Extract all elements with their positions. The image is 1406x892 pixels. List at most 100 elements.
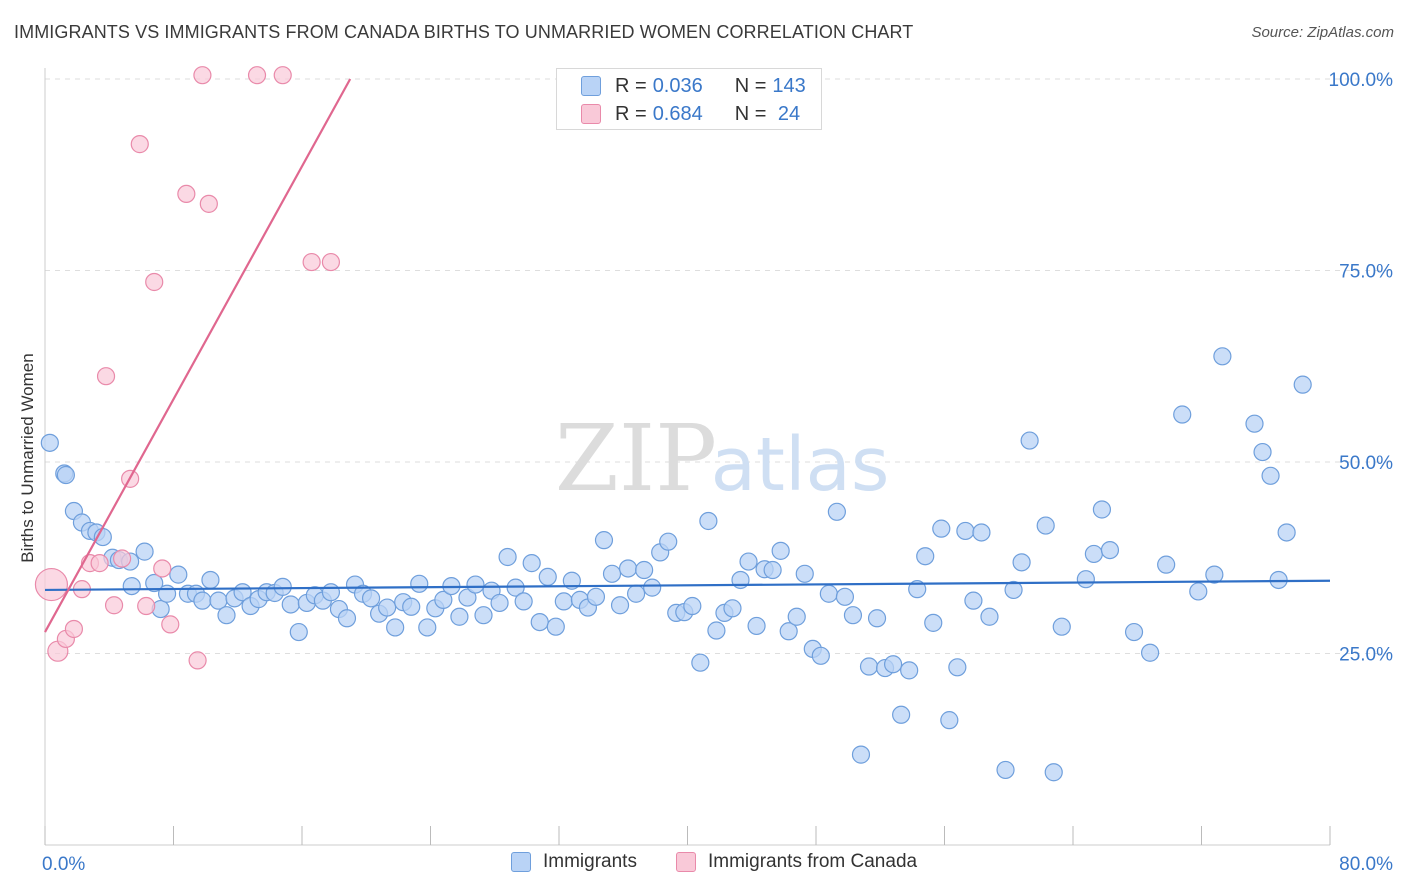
immigrants-point — [122, 576, 141, 596]
n-label: N = — [734, 102, 767, 125]
immigrants-point — [337, 609, 357, 628]
immigrants-point — [450, 607, 469, 626]
immigrants-point — [618, 559, 638, 578]
immigrants-point — [530, 612, 549, 632]
watermark: ZIP atlas — [555, 405, 890, 512]
immigrants-point — [1044, 763, 1063, 782]
n-label: N = — [734, 74, 767, 97]
immigrants-point — [418, 618, 437, 637]
immigrants-point — [538, 567, 557, 587]
immigrants-point — [835, 587, 855, 606]
legend-swatch-blue — [511, 852, 531, 872]
immigrants-point — [699, 511, 718, 531]
immigrants-point — [924, 613, 943, 632]
immigrants-point — [739, 552, 758, 571]
immigrants-points — [40, 347, 1312, 782]
immigrants-point — [522, 554, 541, 573]
immigrants-point — [659, 532, 678, 551]
canada-point — [90, 554, 109, 573]
immigrants-point — [932, 519, 951, 538]
watermark-atlas: atlas — [711, 422, 890, 508]
immigrants-point — [466, 575, 485, 594]
legend-row-canada: R = 0.684 N = 24 — [557, 100, 800, 128]
immigrants-point — [56, 465, 75, 485]
canada-point — [302, 252, 321, 272]
immigrants-point — [361, 589, 381, 608]
immigrants-point — [135, 542, 154, 561]
immigrants-point — [273, 577, 292, 596]
immigrants-point — [972, 523, 991, 542]
immigrants-point — [217, 606, 236, 625]
y-axis-title: Births to Unmarried Women — [18, 353, 37, 563]
immigrants-point — [610, 596, 630, 615]
immigrants-point — [514, 592, 533, 611]
immigrants-point — [795, 564, 814, 583]
canada-point — [112, 549, 132, 568]
r-value: 0.684 — [652, 102, 703, 125]
immigrants-point — [1076, 570, 1095, 589]
immigrants-point — [1140, 643, 1160, 662]
y-tick-label: 100.0% — [1329, 70, 1394, 91]
immigrants-point — [956, 521, 975, 541]
immigrants-point — [402, 597, 421, 616]
immigrants-point — [851, 745, 871, 764]
immigrants-point — [378, 598, 397, 617]
chart-title: IMMIGRANTS VS IMMIGRANTS FROM CANADA BIR… — [14, 22, 914, 42]
immigrants-point — [1020, 431, 1039, 450]
immigrants-point — [843, 606, 863, 625]
immigrants-point — [193, 591, 212, 610]
immigrants-point — [1124, 622, 1144, 642]
immigrants-point — [723, 599, 742, 618]
immigrants-point — [996, 760, 1015, 780]
canada-point — [177, 184, 196, 203]
immigrants-point — [819, 584, 838, 603]
immigrants-point — [169, 565, 188, 584]
legend-item-canada: Immigrants from Canada — [676, 851, 917, 873]
immigrants-point — [281, 595, 300, 614]
immigrants-point — [1205, 565, 1224, 584]
immigrants-point — [771, 541, 790, 560]
immigrants-point — [458, 588, 477, 607]
immigrants-point — [498, 547, 517, 567]
immigrants-point — [916, 547, 935, 566]
x-tick-label: 0.0% — [42, 854, 85, 875]
legend-swatch-pink — [676, 852, 696, 872]
r-label: R = — [615, 74, 647, 97]
immigrants-point — [643, 578, 662, 597]
r-label: R = — [615, 102, 647, 125]
canada-point — [321, 252, 341, 272]
canada-point — [64, 619, 84, 639]
immigrants-point — [562, 571, 581, 590]
immigrants-point — [683, 596, 702, 616]
y-tick-label: 75.0% — [1339, 262, 1393, 283]
immigrants-point — [827, 502, 846, 521]
immigrants-point — [157, 584, 177, 603]
immigrants-point — [289, 622, 308, 642]
immigrants-point — [940, 711, 959, 730]
immigrants-point — [490, 593, 509, 613]
r-value: 0.036 — [652, 74, 703, 97]
immigrants-point — [747, 616, 766, 636]
immigrants-point — [1100, 540, 1120, 560]
immigrants-point — [321, 583, 341, 602]
canada-point — [34, 567, 69, 602]
immigrants-point — [964, 591, 983, 610]
immigrants-point — [1052, 617, 1071, 636]
immigrants-point — [787, 607, 806, 626]
canada-point — [188, 651, 207, 670]
watermark-zip: ZIP — [555, 405, 717, 512]
grid-lines — [45, 78, 1392, 654]
immigrants-point — [892, 705, 911, 724]
immigrants-point — [1293, 375, 1312, 394]
n-value: 24 — [772, 102, 801, 125]
x-tick-label: 80.0% — [1339, 854, 1393, 875]
y-tick-label: 25.0% — [1339, 645, 1393, 666]
canada-point — [96, 367, 116, 386]
immigrants-point — [1173, 405, 1192, 424]
canada-point — [199, 194, 218, 213]
legend-item-immigrants: Immigrants — [511, 851, 637, 873]
canada-point — [137, 596, 156, 616]
immigrants-point — [40, 433, 59, 452]
canada-point — [161, 615, 180, 634]
